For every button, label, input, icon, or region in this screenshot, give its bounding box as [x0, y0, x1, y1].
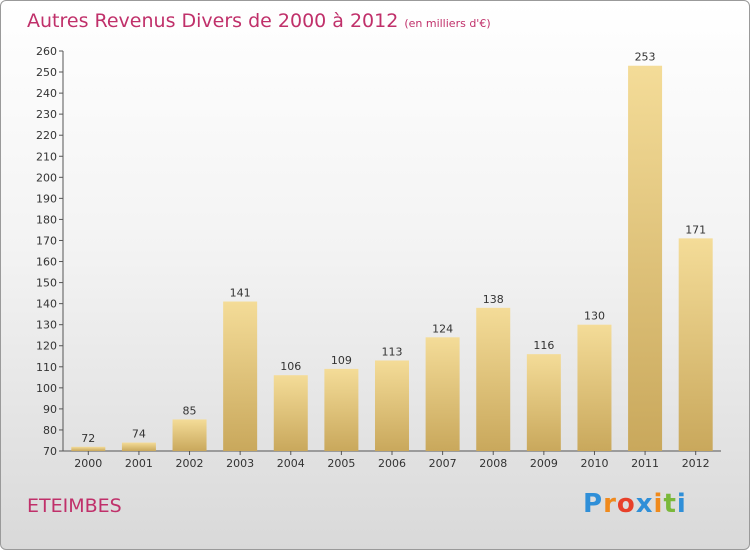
- x-tick-label: 2012: [682, 457, 710, 470]
- data-label: 72: [81, 432, 95, 445]
- bar: [172, 419, 207, 451]
- bar: [476, 307, 511, 451]
- x-tick-label: 2005: [327, 457, 355, 470]
- place-name: ETEIMBES: [27, 495, 122, 517]
- y-tick-label: 210: [36, 150, 57, 163]
- title-unit: (en milliers d'€): [404, 17, 491, 30]
- y-tick-label: 200: [36, 171, 57, 184]
- bar: [273, 375, 308, 451]
- data-label: 253: [635, 51, 656, 64]
- x-tick-label: 2002: [176, 457, 204, 470]
- x-tick-label: 2006: [378, 457, 406, 470]
- y-tick-label: 170: [36, 234, 57, 247]
- data-label: 113: [382, 345, 403, 358]
- proxiti-logo: Proxiti: [583, 489, 687, 519]
- data-label: 116: [533, 339, 554, 352]
- title-main: Autres Revenus Divers de 2000 à 2012: [27, 10, 399, 32]
- y-tick-label: 130: [36, 319, 57, 332]
- y-tick-label: 150: [36, 277, 57, 290]
- data-label: 109: [331, 354, 352, 367]
- data-label: 130: [584, 310, 605, 323]
- data-label: 85: [183, 404, 197, 417]
- data-label: 74: [132, 428, 146, 441]
- y-tick-label: 100: [36, 382, 57, 395]
- y-tick-label: 110: [36, 361, 57, 374]
- bar: [375, 360, 409, 451]
- bar: [526, 354, 561, 451]
- x-tick-label: 2009: [530, 457, 558, 470]
- y-tick-label: 250: [36, 66, 57, 79]
- x-tick-label: 2007: [429, 457, 457, 470]
- logo-letter: r: [603, 489, 617, 519]
- logo-letter: i: [676, 489, 687, 519]
- y-tick-label: 70: [43, 445, 57, 458]
- bar: [71, 446, 106, 451]
- y-tick-label: 180: [36, 213, 57, 226]
- chart-title: Autres Revenus Divers de 2000 à 2012 (en …: [27, 10, 491, 32]
- y-tick-label: 80: [43, 424, 57, 437]
- y-tick-label: 230: [36, 108, 57, 121]
- y-tick-label: 120: [36, 340, 57, 353]
- logo-letter: x: [635, 489, 654, 519]
- logo-letter: i: [653, 489, 664, 519]
- x-tick-label: 2000: [74, 457, 102, 470]
- data-label: 141: [230, 287, 251, 300]
- x-tick-label: 2008: [479, 457, 507, 470]
- data-label: 171: [685, 223, 706, 236]
- x-tick-label: 2004: [277, 457, 305, 470]
- bar: [223, 301, 258, 451]
- y-tick-label: 140: [36, 298, 57, 311]
- data-label: 106: [280, 360, 301, 373]
- logo-letter: P: [583, 489, 604, 519]
- bar: [577, 324, 612, 451]
- data-label: 138: [483, 293, 504, 306]
- y-tick-label: 240: [36, 87, 57, 100]
- x-tick-label: 2011: [631, 457, 659, 470]
- logo-letter: t: [663, 489, 677, 519]
- bar: [324, 368, 359, 451]
- y-tick-label: 260: [36, 45, 57, 58]
- logo-letter: o: [616, 489, 636, 519]
- y-tick-label: 160: [36, 256, 57, 269]
- y-tick-label: 90: [43, 403, 57, 416]
- x-tick-label: 2010: [580, 457, 608, 470]
- bar: [425, 337, 460, 451]
- y-tick-label: 220: [36, 129, 57, 142]
- y-tick-label: 190: [36, 192, 57, 205]
- x-tick-label: 2001: [125, 457, 153, 470]
- data-label: 124: [432, 322, 453, 335]
- bar: [678, 238, 713, 451]
- bar: [628, 65, 663, 451]
- x-tick-label: 2003: [226, 457, 254, 470]
- bar: [121, 442, 156, 451]
